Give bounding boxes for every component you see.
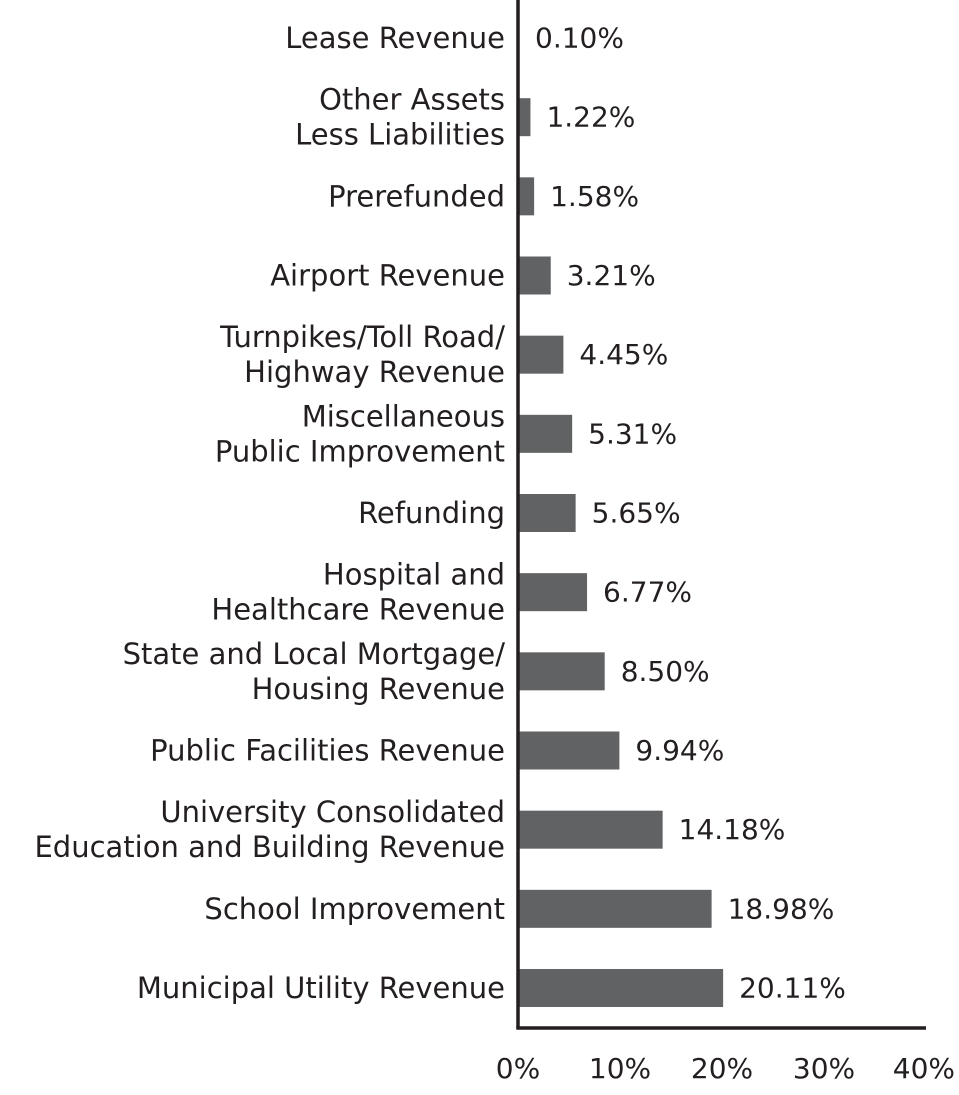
category-label-line: Refunding bbox=[358, 496, 505, 530]
value-label: 1.22% bbox=[546, 101, 635, 134]
value-label: 9.94% bbox=[635, 734, 724, 767]
x-tick-label: 10% bbox=[589, 1052, 651, 1085]
value-label: 8.50% bbox=[621, 655, 710, 688]
category-label-line: State and Local Mortgage/ bbox=[123, 637, 506, 671]
bar bbox=[518, 98, 531, 137]
value-label: 6.77% bbox=[603, 576, 692, 609]
category-label: State and Local Mortgage/Housing Revenue bbox=[123, 637, 506, 706]
category-label-line: University Consolidated bbox=[160, 795, 505, 829]
category-label-line: Highway Revenue bbox=[244, 355, 505, 389]
category-label: Miscellaneous Public Improvement bbox=[215, 399, 505, 468]
category-label-line: Prerefunded bbox=[328, 179, 505, 213]
bar bbox=[518, 969, 724, 1007]
value-label: 20.11% bbox=[739, 972, 846, 1005]
bar bbox=[518, 414, 573, 453]
category-label-line: Education and Building Revenue bbox=[34, 830, 505, 864]
category-label: Airport Revenue bbox=[270, 259, 505, 293]
value-label: 5.65% bbox=[592, 497, 681, 530]
category-labels: Lease Revenue Other Assets Less Liabilitie… bbox=[34, 21, 505, 1005]
category-label-line: Public Facilities Revenue bbox=[150, 734, 505, 768]
category-label-line: Other Assets bbox=[319, 83, 505, 117]
x-tick-label: 20% bbox=[691, 1052, 753, 1085]
category-label-line: Airport Revenue bbox=[270, 259, 505, 293]
bar bbox=[518, 256, 551, 295]
value-label: 4.45% bbox=[579, 338, 668, 371]
x-tick-label: 40% bbox=[893, 1052, 955, 1085]
axes bbox=[516, 0, 926, 1030]
bar bbox=[518, 652, 605, 691]
bar bbox=[518, 177, 535, 216]
category-label-line: Miscellaneous bbox=[302, 399, 505, 433]
value-label: 14.18% bbox=[679, 813, 786, 846]
bar bbox=[518, 494, 576, 532]
category-label-line: Housing Revenue bbox=[252, 672, 505, 706]
category-label: Refunding bbox=[358, 496, 505, 530]
value-label: 3.21% bbox=[567, 259, 656, 292]
category-label-line: Less Liabilities bbox=[295, 118, 505, 152]
bar bbox=[518, 731, 620, 770]
category-label: University Consolidated Education and Bui… bbox=[34, 795, 505, 864]
category-label-line: Hospital and bbox=[323, 558, 505, 592]
category-label-line: Lease Revenue bbox=[285, 21, 505, 55]
bars-layer bbox=[518, 19, 724, 1007]
value-label: 5.31% bbox=[588, 417, 677, 450]
category-label-line: Turnpikes/Toll Road/ bbox=[219, 320, 505, 354]
category-label: Hospital and Healthcare Revenue bbox=[211, 558, 505, 627]
category-label-line: School Improvement bbox=[204, 892, 505, 926]
category-label: Other Assets Less Liabilities bbox=[295, 83, 505, 152]
category-label: Lease Revenue bbox=[285, 21, 505, 55]
bar bbox=[518, 889, 712, 928]
value-label: 0.10% bbox=[535, 22, 624, 55]
x-tick-labels: 0% 10% 20% 30% 40% bbox=[496, 1052, 955, 1085]
value-label: 1.58% bbox=[550, 180, 639, 213]
category-label-line: Municipal Utility Revenue bbox=[137, 971, 505, 1005]
category-label-line: Public Improvement bbox=[215, 434, 505, 468]
x-tick-label: 0% bbox=[496, 1052, 540, 1085]
bar bbox=[518, 335, 564, 374]
value-labels: 0.10% 1.22% 1.58% 3.21% 4.45% 5.31% 5.65% 6.77%… bbox=[535, 22, 846, 1005]
value-label: 18.98% bbox=[728, 892, 835, 925]
x-tick-label: 30% bbox=[793, 1052, 855, 1085]
category-label: Public Facilities Revenue bbox=[150, 734, 505, 768]
bar bbox=[518, 810, 663, 849]
category-label: School Improvement bbox=[204, 892, 505, 926]
category-label-line: Healthcare Revenue bbox=[211, 593, 505, 627]
category-label: Prerefunded bbox=[328, 179, 505, 213]
category-label: Municipal Utility Revenue bbox=[137, 971, 505, 1005]
category-label: Turnpikes/Toll Road/Highway Revenue bbox=[219, 320, 505, 389]
bar bbox=[518, 573, 588, 612]
